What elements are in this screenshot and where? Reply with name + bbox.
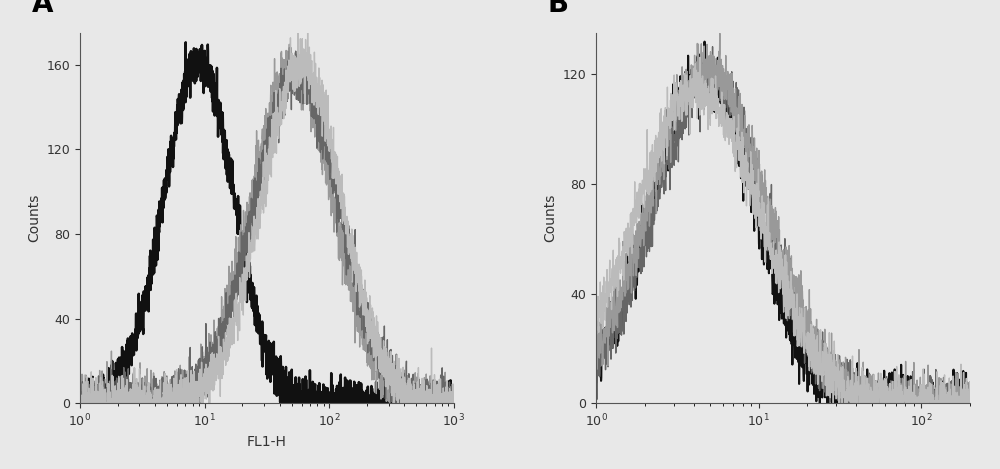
Y-axis label: Counts: Counts [27,194,41,242]
Text: A: A [31,0,53,18]
Y-axis label: Counts: Counts [543,194,557,242]
Text: B: B [547,0,569,18]
X-axis label: FL1-H: FL1-H [247,435,287,449]
